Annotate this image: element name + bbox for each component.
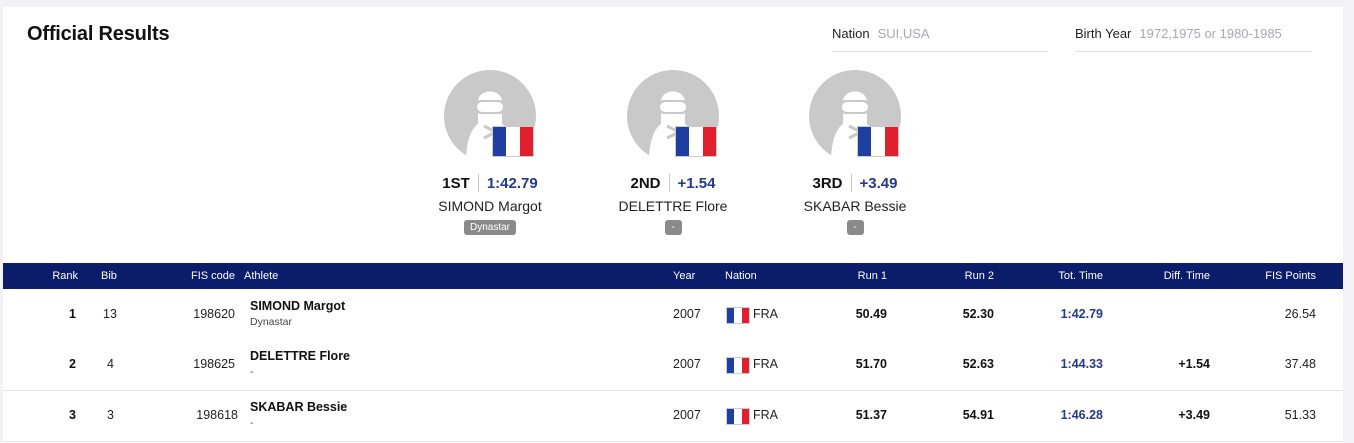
nation-input[interactable] xyxy=(877,26,1048,41)
birth-year-input[interactable] xyxy=(1139,26,1310,41)
bib-cell: 4 xyxy=(107,357,114,371)
year-cell: 2007 xyxy=(673,357,701,371)
col-rank[interactable]: Rank xyxy=(52,270,78,282)
col-diff-time[interactable]: Diff. Time xyxy=(1163,270,1210,282)
athlete-avatar xyxy=(627,70,719,162)
podium-result: 1ST 1:42.79 xyxy=(410,174,570,192)
rank-cell: 3 xyxy=(69,408,76,422)
fis-points-cell: 37.48 xyxy=(1284,357,1316,371)
fis-points-cell: 26.54 xyxy=(1284,307,1316,321)
fis-points-cell: 51.33 xyxy=(1284,408,1316,422)
athlete-brand: - xyxy=(250,417,254,429)
divider xyxy=(850,174,852,192)
col-tot-time[interactable]: Tot. Time xyxy=(1058,270,1103,282)
rank-cell: 2 xyxy=(69,357,76,371)
podium-first[interactable]: 1ST 1:42.79 SIMOND Margot Dynastar xyxy=(410,70,570,235)
col-fis-code[interactable]: FIS code xyxy=(190,270,235,282)
col-run1[interactable]: Run 1 xyxy=(857,270,887,282)
brand-badge: Dynastar xyxy=(463,220,516,235)
bib-cell: 3 xyxy=(107,408,114,422)
athlete-avatar xyxy=(809,70,901,162)
france-flag-icon xyxy=(857,126,899,157)
podium-third[interactable]: 3RD +3.49 SKABAR Bessie - xyxy=(775,70,935,235)
fis-code-cell: 198620 xyxy=(193,307,235,321)
birth-year-filter: Birth Year xyxy=(1075,26,1312,52)
france-flag-icon xyxy=(492,126,534,157)
podium-result: 2ND +1.54 xyxy=(593,174,753,192)
podium-time: +3.49 xyxy=(859,174,898,192)
podium-place: 2ND xyxy=(630,174,661,192)
col-year[interactable]: Year xyxy=(673,270,696,282)
table-row[interactable]: 3 3 198618 SKABAR Bessie - 2007 FRA 51.3… xyxy=(3,391,1343,442)
athlete-name[interactable]: DELETTRE Flore xyxy=(250,349,351,363)
run1-cell: 50.49 xyxy=(855,307,887,321)
podium-place: 3RD xyxy=(812,174,843,192)
athlete-name[interactable]: SIMOND Margot xyxy=(250,299,346,313)
tot-time-cell: 1:46.28 xyxy=(1060,408,1103,422)
brand-badge: - xyxy=(664,220,682,235)
run2-cell: 52.30 xyxy=(962,307,994,321)
nation-cell: FRA xyxy=(753,408,778,422)
france-flag-icon xyxy=(726,408,750,425)
col-bib[interactable]: Bib xyxy=(101,270,117,282)
col-nation[interactable]: Nation xyxy=(725,270,757,282)
podium-time: +1.54 xyxy=(677,174,716,192)
nation-cell: FRA xyxy=(753,307,778,321)
bib-cell: 13 xyxy=(103,307,117,321)
nation-filter: Nation xyxy=(832,26,1048,52)
year-cell: 2007 xyxy=(673,408,701,422)
divider xyxy=(477,174,479,192)
athlete-brand: Dynastar xyxy=(250,316,293,328)
fis-code-cell: 198625 xyxy=(193,357,235,371)
athlete-avatar xyxy=(444,70,536,162)
run1-cell: 51.37 xyxy=(855,408,887,422)
run2-cell: 54.91 xyxy=(962,408,994,422)
podium-result: 3RD +3.49 xyxy=(775,174,935,192)
page-title: Official Results xyxy=(27,23,170,45)
nation-cell: FRA xyxy=(753,357,778,371)
results-table-header: Rank Bib FIS code Athlete Year Nation Ru… xyxy=(3,263,1343,289)
rank-cell: 1 xyxy=(69,307,76,321)
table-row[interactable]: 1 13 198620 SIMOND Margot Dynastar 2007 … xyxy=(3,290,1343,341)
nation-filter-label: Nation xyxy=(832,26,870,41)
diff-time-cell: +1.54 xyxy=(1178,357,1210,371)
podium-athlete-name: DELETTRE Flore xyxy=(618,198,728,214)
tot-time-cell: 1:44.33 xyxy=(1060,357,1103,371)
divider xyxy=(668,174,670,192)
fis-code-cell: 198618 xyxy=(196,408,238,422)
athlete-name[interactable]: SKABAR Bessie xyxy=(250,400,348,414)
athlete-brand: - xyxy=(250,366,254,378)
col-athlete[interactable]: Athlete xyxy=(244,270,279,282)
podium-athlete-name: SIMOND Margot xyxy=(438,198,542,214)
col-run2[interactable]: Run 2 xyxy=(964,270,994,282)
diff-time-cell: +3.49 xyxy=(1178,408,1210,422)
table-row[interactable]: 2 4 198625 DELETTRE Flore - 2007 FRA 51.… xyxy=(3,340,1343,391)
france-flag-icon xyxy=(675,126,717,157)
run1-cell: 51.70 xyxy=(855,357,887,371)
podium-place: 1ST xyxy=(442,174,470,192)
podium-second[interactable]: 2ND +1.54 DELETTRE Flore - xyxy=(593,70,753,235)
birth-year-filter-label: Birth Year xyxy=(1075,26,1132,41)
year-cell: 2007 xyxy=(673,307,701,321)
podium-time: 1:42.79 xyxy=(486,174,538,192)
france-flag-icon xyxy=(726,307,750,324)
run2-cell: 52.63 xyxy=(962,357,994,371)
col-fis-points[interactable]: FIS Points xyxy=(1265,270,1316,282)
podium-athlete-name: SKABAR Bessie xyxy=(803,198,907,214)
brand-badge: - xyxy=(846,220,864,235)
france-flag-icon xyxy=(726,357,750,374)
tot-time-cell: 1:42.79 xyxy=(1060,307,1103,321)
